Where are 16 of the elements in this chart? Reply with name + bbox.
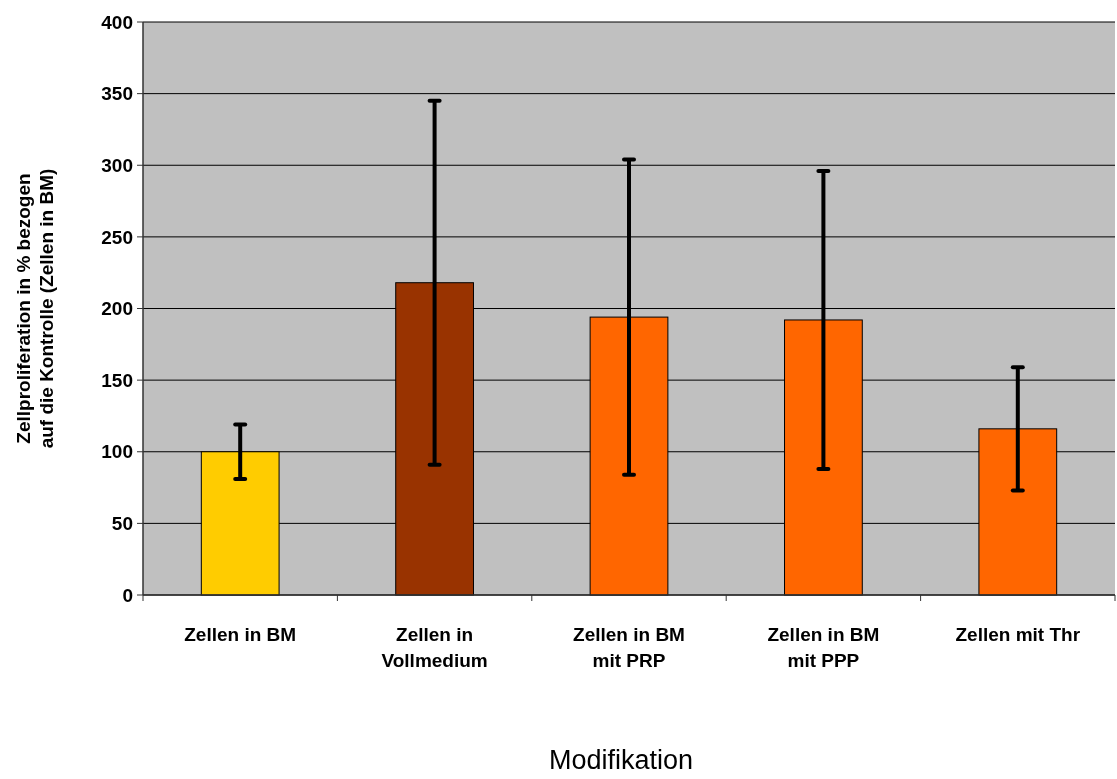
y-tick-label: 100 — [101, 441, 133, 463]
y-tick-label: 150 — [101, 369, 133, 391]
y-tick-label: 350 — [101, 83, 133, 105]
x-tick-label: Zellen in BM mit PRP — [573, 624, 685, 671]
y-tick-label: 50 — [111, 513, 133, 535]
x-tick-label: Zellen in BM mit PPP — [767, 624, 880, 671]
y-tick-label: 200 — [101, 298, 133, 320]
y-axis-title: Zellproliferation in % bezogen auf die Kontrolle (Zellen in BM) — [13, 168, 57, 449]
y-tick-label: 250 — [101, 226, 133, 248]
y-tick-label: 0 — [122, 584, 133, 606]
y-tick-label: 300 — [101, 154, 133, 176]
x-tick-label: Zellen in Vollmedium — [381, 624, 488, 671]
y-tick-label: 400 — [101, 11, 133, 33]
x-tick-label: Zellen mit Thr — [955, 624, 1081, 645]
x-tick-label: Zellen in BM — [184, 624, 297, 645]
x-axis-title: Modifikation — [548, 745, 694, 775]
